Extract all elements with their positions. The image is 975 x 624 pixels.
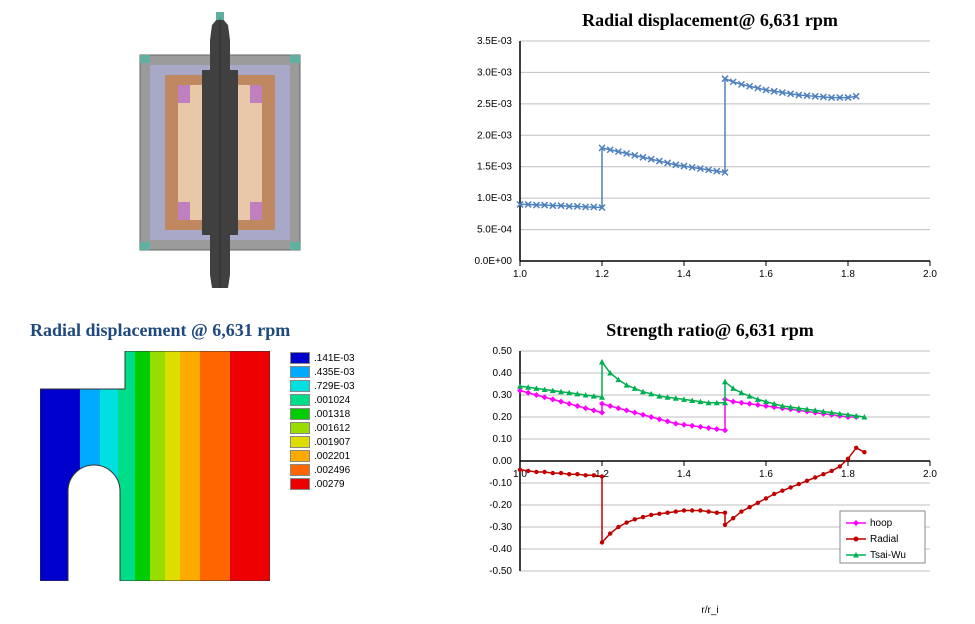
svg-text:3.5E-03: 3.5E-03 (477, 36, 512, 47)
svg-text:1.5E-03: 1.5E-03 (477, 162, 512, 173)
svg-text:1.8: 1.8 (841, 469, 855, 480)
svg-text:-0.50: -0.50 (489, 566, 512, 577)
fea-contour-panel: Radial displacement @ 6,631 rpm .141E-03… (10, 320, 450, 620)
svg-text:0.20: 0.20 (493, 412, 513, 423)
svg-text:5.0E-04: 5.0E-04 (477, 225, 512, 236)
svg-text:1.2: 1.2 (595, 269, 609, 280)
svg-text:-0.20: -0.20 (489, 500, 512, 511)
svg-text:0.10: 0.10 (493, 434, 513, 445)
chart-title: Radial displacement@ 6,631 rpm (460, 10, 960, 31)
legend-label: .002201 (314, 451, 350, 462)
legend-item: .729E-03 (290, 379, 355, 393)
svg-text:-0.10: -0.10 (489, 478, 512, 489)
svg-text:1.6: 1.6 (759, 269, 773, 280)
svg-text:0.00: 0.00 (493, 456, 513, 467)
disp-chart-svg: 1.0 1.2 1.4 1.6 1.8 2.0 0.0E+00 5.0E-04 1.0E-03 1… (460, 31, 940, 291)
legend-item: .001612 (290, 421, 355, 435)
legend-swatch (290, 394, 310, 406)
svg-text:1.0E-03: 1.0E-03 (477, 193, 512, 204)
legend-swatch (290, 436, 310, 448)
legend-item: .001318 (290, 407, 355, 421)
fea-legend: .141E-03 .435E-03 .729E-03 .001024 .001318 .0… (290, 351, 355, 491)
legend-swatch (290, 478, 310, 490)
svg-text:2.0E-03: 2.0E-03 (477, 130, 512, 141)
svg-text:1.8: 1.8 (841, 269, 855, 280)
strength-ratio-chart: Strength ratio@ 6,631 rpm 1.01.21.41.61.… (460, 320, 960, 620)
legend-swatch (290, 450, 310, 462)
svg-text:1.0: 1.0 (513, 269, 527, 280)
legend-swatch (290, 408, 310, 420)
svg-text:2.0: 2.0 (923, 269, 937, 280)
svg-text:0.40: 0.40 (493, 368, 513, 379)
svg-text:hoop: hoop (870, 518, 893, 529)
strength-chart-svg: 1.01.21.41.61.82.0-0.50-0.40-0.30-0.20-0… (460, 341, 940, 601)
svg-text:0.30: 0.30 (493, 390, 513, 401)
legend-label: .002496 (314, 465, 350, 476)
legend-item: .141E-03 (290, 351, 355, 365)
svg-text:Radial: Radial (870, 534, 898, 545)
svg-text:-0.30: -0.30 (489, 522, 512, 533)
legend-item: .001907 (290, 435, 355, 449)
chart-title-strength: Strength ratio@ 6,631 rpm (460, 320, 960, 341)
legend-label: .729E-03 (314, 381, 355, 392)
legend-label: .001318 (314, 409, 350, 420)
cad-cross-section (10, 10, 450, 310)
svg-text:0.50: 0.50 (493, 346, 513, 357)
legend-label: .001612 (314, 423, 350, 434)
legend-label: .001907 (314, 437, 350, 448)
svg-text:3.0E-03: 3.0E-03 (477, 67, 512, 78)
legend-item: .435E-03 (290, 365, 355, 379)
legend-swatch (290, 366, 310, 378)
legend-item: .002201 (290, 449, 355, 463)
svg-text:1.4: 1.4 (677, 269, 691, 280)
legend-swatch (290, 464, 310, 476)
legend-label: .001024 (314, 395, 350, 406)
legend-swatch (290, 352, 310, 364)
svg-text:1.6: 1.6 (759, 469, 773, 480)
svg-text:Tsai-Wu: Tsai-Wu (870, 550, 906, 561)
x-axis-label: r/r_i (460, 605, 960, 616)
legend-swatch (290, 380, 310, 392)
legend-label: .00279 (314, 479, 345, 490)
legend-item: .00279 (290, 477, 355, 491)
svg-text:2.5E-03: 2.5E-03 (477, 99, 512, 110)
legend-item: .002496 (290, 463, 355, 477)
fea-contour-svg (40, 351, 270, 581)
legend-item: .001024 (290, 393, 355, 407)
legend-swatch (290, 422, 310, 434)
legend-label: .141E-03 (314, 353, 355, 364)
legend-label: .435E-03 (314, 367, 355, 378)
svg-text:2.0: 2.0 (923, 469, 937, 480)
svg-text:1.4: 1.4 (677, 469, 691, 480)
cad-drawing (70, 10, 370, 300)
svg-text:-0.40: -0.40 (489, 544, 512, 555)
fea-title: Radial displacement @ 6,631 rpm (30, 320, 450, 341)
svg-text:0.0E+00: 0.0E+00 (474, 256, 512, 267)
radial-displacement-chart: Radial displacement@ 6,631 rpm 1.0 1.2 1.4… (460, 10, 960, 310)
